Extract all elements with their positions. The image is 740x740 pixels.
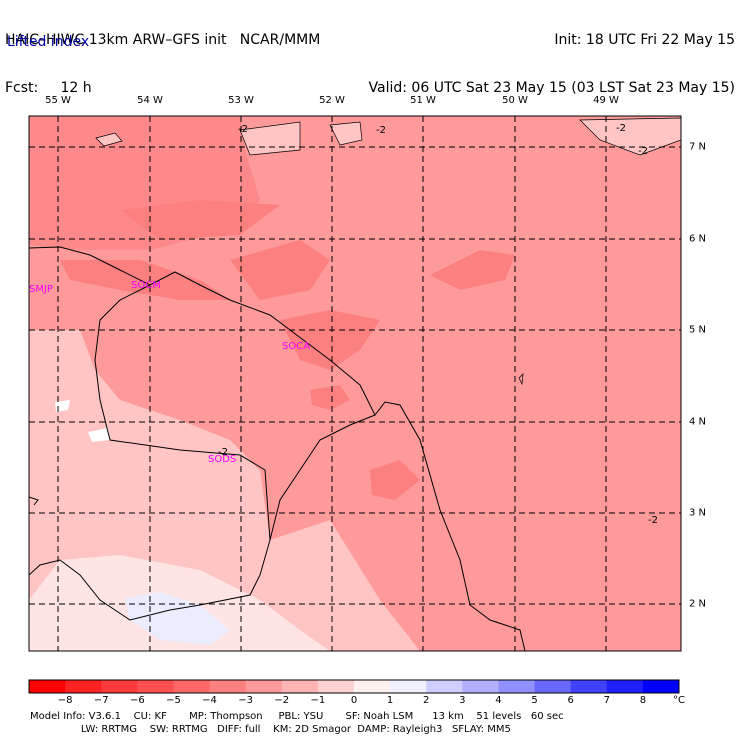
colorbar-tick-label: 4 xyxy=(495,695,502,706)
colorbar-tick-label: 5 xyxy=(531,695,538,706)
model-title: HAIC–HIWC 13km ARW–GFS init NCAR/MMM xyxy=(5,32,321,48)
colorbar-tick-label: 8 xyxy=(639,695,647,706)
lon-label-50w: 50 W xyxy=(502,95,528,106)
colorbar-tick-label: −4 xyxy=(202,695,217,706)
colorbar-tick-label: 7 xyxy=(603,695,610,706)
lat-label-3n: 3 N xyxy=(689,507,707,519)
field-band-white-1 xyxy=(55,400,70,412)
border-fg-brazil xyxy=(269,414,376,541)
lon-label-54w: 54 W xyxy=(137,95,163,106)
lifted-index-field xyxy=(29,116,681,651)
station-label-sods: SODS xyxy=(208,454,236,465)
lat-label-6n: 6 N xyxy=(689,233,707,245)
field-band-dark-7 xyxy=(430,250,515,290)
colorbar-unit: °C xyxy=(673,695,685,706)
border-suriname-fg xyxy=(29,284,271,621)
colorbar-tick-label: −5 xyxy=(166,695,181,706)
colorbar-tick-label: −6 xyxy=(129,695,145,706)
field-band-dark-4 xyxy=(280,310,380,370)
border-fragment xyxy=(29,496,39,506)
field-band-positive xyxy=(125,592,230,645)
lon-label-53w: 53 W xyxy=(228,95,254,106)
field-band-dark-6 xyxy=(370,460,420,500)
lat-label-4n: 4 N xyxy=(689,416,707,428)
contour-label: -2 xyxy=(648,515,658,526)
map-border xyxy=(28,115,682,652)
contour-n2 xyxy=(329,121,363,146)
station-label-smjp: SMJP xyxy=(29,284,53,295)
model-info-line2: LW: RRTMG SW: RRTMG DIFF: full KM: 2D Sm… xyxy=(30,724,511,735)
model-info-line1: Model Info: V3.6.1 CU: KF MP: Thompson P… xyxy=(30,711,564,722)
contour-label: -2 xyxy=(376,125,386,136)
colorbar-tick-label: −7 xyxy=(93,695,109,706)
colorbar-tick-label: 1 xyxy=(386,695,394,706)
lat-label-7n: 7 N xyxy=(689,141,707,153)
valid-time: Valid: 06 UTC Sat 23 May 15 (03 LST Sat … xyxy=(368,80,735,96)
colorbar-tick-label: 3 xyxy=(459,695,466,706)
header-right: Init: 18 UTC Fri 22 May 15 Valid: 06 UTC… xyxy=(369,0,735,112)
contour-nw xyxy=(95,132,123,147)
lon-label-51w: 51 W xyxy=(410,95,436,106)
colorbar-tick-label: −3 xyxy=(238,695,254,706)
contour-small xyxy=(518,373,524,386)
lon-label-55w: 55 W xyxy=(45,95,71,106)
borders xyxy=(29,246,526,651)
lon-label-49w: 49 W xyxy=(593,95,619,106)
field-band-dark-1 xyxy=(120,200,280,240)
field-band-light-n1 xyxy=(330,122,362,145)
contour-label: -2 xyxy=(638,146,648,157)
colorbar-tick-label: −1 xyxy=(310,695,326,706)
variable-name: Lifted index xyxy=(7,34,90,50)
field-band-light-ne xyxy=(580,118,681,155)
contour-label: -2 xyxy=(616,123,626,134)
lat-label-5n: 5 N xyxy=(689,324,707,336)
field-band-light-sw xyxy=(29,330,270,620)
station-label-socm: SOCM xyxy=(131,280,161,291)
colorbar-tick-label: −2 xyxy=(274,695,290,706)
station-label-soca: SOCA xyxy=(282,341,310,352)
colorbar-tick-label: 0 xyxy=(350,695,358,706)
init-time: Init: 18 UTC Fri 22 May 15 xyxy=(554,32,735,48)
lat-label-2n: 2 N xyxy=(689,598,707,610)
forecast-hour: Fcst: 12 h xyxy=(5,80,92,96)
field-band-white-2 xyxy=(88,428,110,442)
graticule xyxy=(29,116,681,651)
contour-n1 xyxy=(239,121,301,156)
coastline xyxy=(29,246,526,651)
field-band-dark-5 xyxy=(310,385,350,410)
field-band-dark-2 xyxy=(60,260,230,300)
contour-label: -2 xyxy=(238,124,248,135)
colorbar-tick-label: 2 xyxy=(423,695,430,706)
lon-label-52w: 52 W xyxy=(319,95,345,106)
colorbar-tick-label: −8 xyxy=(57,695,73,706)
field-band-dark-3 xyxy=(230,240,330,300)
header-left: HAIC–HIWC 13km ARW–GFS init NCAR/MMM Fcs… xyxy=(5,0,320,112)
contour-label: -2 xyxy=(218,447,228,458)
colorbar-tick-label: 6 xyxy=(567,695,574,706)
